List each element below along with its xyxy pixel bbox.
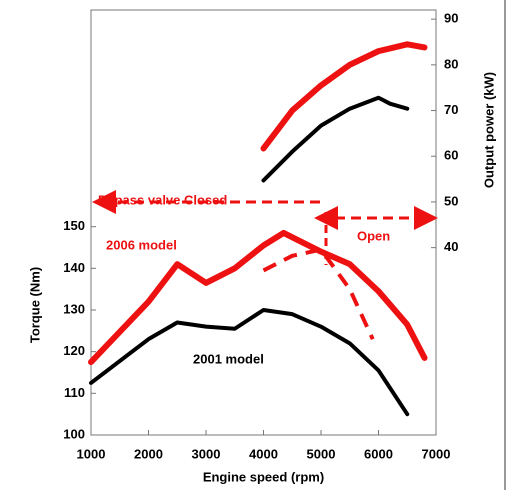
y-tick-label: 120: [63, 343, 85, 358]
x-tick-label: 4000: [249, 446, 278, 461]
annotation: 2001 model: [193, 351, 264, 366]
y2-tick-label: 70: [444, 102, 458, 117]
annotation: 2006 model: [106, 237, 177, 252]
series-line: [262, 247, 375, 341]
series-line: [261, 95, 410, 183]
x-tick-label: 3000: [192, 446, 221, 461]
x-tick-label: 2000: [134, 446, 163, 461]
series-line: [88, 229, 428, 366]
annotation: Open: [357, 228, 390, 243]
x-axis-label: Engine speed (rpm): [203, 469, 324, 484]
x-tick-label: 7000: [422, 446, 451, 461]
y-tick-label: 150: [63, 218, 85, 233]
x-tick-label: 1000: [77, 446, 106, 461]
y2-tick-label: 80: [444, 56, 458, 71]
y2-tick-label: 50: [444, 193, 458, 208]
x-tick-label: 5000: [307, 446, 336, 461]
series-line: [260, 41, 428, 152]
x-tick-label: 6000: [364, 446, 393, 461]
y2-tick-label: 60: [444, 148, 458, 163]
y-tick-label: 110: [64, 385, 85, 400]
y2-axis-label: Output power (kW): [481, 72, 496, 188]
y-tick-label: 140: [63, 260, 85, 275]
y2-tick-label: 90: [444, 11, 458, 26]
y-tick-label: 130: [63, 301, 85, 316]
y-axis-label: Torque (Nm): [27, 267, 42, 343]
annotation: Bypass valve Closed: [98, 192, 227, 207]
series-line: [89, 308, 410, 417]
y2-tick-label: 40: [444, 239, 458, 254]
y-tick-label: 100: [63, 426, 85, 441]
